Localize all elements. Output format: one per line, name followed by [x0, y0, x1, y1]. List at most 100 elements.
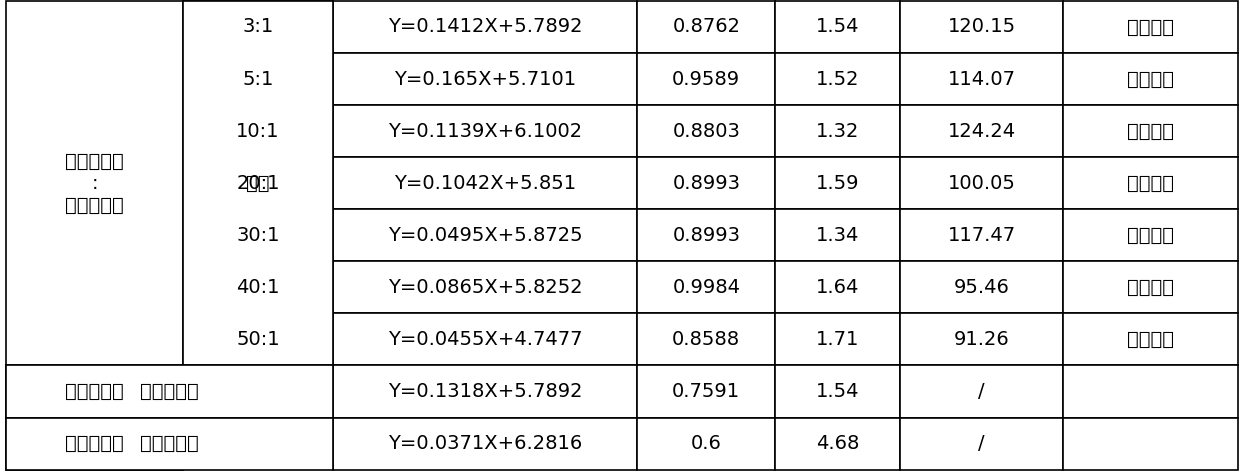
Text: 1.71: 1.71 — [816, 330, 859, 349]
Bar — [1063, 313, 1238, 365]
Bar — [184, 313, 332, 365]
Bar — [6, 418, 332, 470]
Text: Y=0.0455X+4.7477: Y=0.0455X+4.7477 — [388, 330, 582, 349]
Text: 20:1: 20:1 — [237, 174, 280, 193]
Bar — [637, 157, 775, 209]
Text: 3:1: 3:1 — [242, 17, 274, 36]
Bar — [637, 418, 775, 470]
Bar — [637, 261, 775, 313]
Text: 100.05: 100.05 — [947, 174, 1016, 193]
Bar — [900, 261, 1063, 313]
Bar — [775, 365, 900, 418]
Text: 1.54: 1.54 — [816, 17, 859, 36]
Text: 配比: 配比 — [247, 174, 270, 193]
Text: 0.8993: 0.8993 — [672, 174, 740, 193]
Bar — [1063, 365, 1238, 418]
Text: 相加作用: 相加作用 — [1127, 226, 1174, 245]
Text: 0.9589: 0.9589 — [672, 69, 740, 89]
Bar — [775, 1, 900, 53]
Text: Y=0.0865X+5.8252: Y=0.0865X+5.8252 — [388, 278, 583, 297]
Bar — [332, 418, 637, 470]
Text: 0.6: 0.6 — [691, 434, 722, 453]
Bar — [1063, 53, 1238, 105]
Bar — [184, 53, 332, 105]
Text: Y=0.1318X+5.7892: Y=0.1318X+5.7892 — [388, 382, 582, 401]
Text: 1.54: 1.54 — [816, 382, 859, 401]
Bar — [775, 209, 900, 261]
Text: 95.46: 95.46 — [954, 278, 1009, 297]
Text: 双丙环虫酯: 双丙环虫酯 — [140, 382, 198, 401]
Text: Y=0.0371X+6.2816: Y=0.0371X+6.2816 — [388, 434, 582, 453]
Bar — [637, 313, 775, 365]
Bar — [184, 1, 332, 53]
Bar — [900, 157, 1063, 209]
Bar — [332, 261, 637, 313]
Bar — [637, 209, 775, 261]
Text: /: / — [978, 382, 985, 401]
Text: Y=0.0495X+5.8725: Y=0.0495X+5.8725 — [388, 226, 583, 245]
Text: 0.8993: 0.8993 — [672, 226, 740, 245]
Text: 0.8588: 0.8588 — [672, 330, 740, 349]
Text: 三氟苯喧啄: 三氟苯喧啄 — [140, 434, 198, 453]
Bar — [184, 209, 332, 261]
Bar — [775, 157, 900, 209]
Text: 相加作用: 相加作用 — [1127, 330, 1174, 349]
Bar — [6, 1, 184, 365]
Bar — [775, 261, 900, 313]
Text: 40:1: 40:1 — [237, 278, 280, 297]
Text: Y=0.1042X+5.851: Y=0.1042X+5.851 — [394, 174, 575, 193]
Bar — [332, 209, 637, 261]
Bar — [900, 365, 1063, 418]
Bar — [6, 365, 184, 418]
Text: 50:1: 50:1 — [236, 330, 280, 349]
Text: 4.68: 4.68 — [816, 434, 859, 453]
Text: Y=0.1412X+5.7892: Y=0.1412X+5.7892 — [388, 17, 582, 36]
Bar — [637, 53, 775, 105]
Text: 120.15: 120.15 — [947, 17, 1016, 36]
Text: 三氟苯喧啄: 三氟苯喧啄 — [66, 434, 124, 453]
Bar — [900, 53, 1063, 105]
Bar — [1063, 157, 1238, 209]
Bar — [6, 418, 184, 470]
Text: 相加作用: 相加作用 — [1127, 278, 1174, 297]
Bar — [1063, 105, 1238, 157]
Bar — [900, 418, 1063, 470]
Bar — [900, 105, 1063, 157]
Bar — [184, 1, 332, 365]
Bar — [637, 1, 775, 53]
Text: 0.7591: 0.7591 — [672, 382, 740, 401]
Text: 双丙环虫酯: 双丙环虫酯 — [66, 382, 124, 401]
Text: 30:1: 30:1 — [237, 226, 280, 245]
Text: 0.8803: 0.8803 — [672, 122, 740, 141]
Text: 增效作用: 增效作用 — [1127, 122, 1174, 141]
Text: 1.59: 1.59 — [816, 174, 859, 193]
Text: 相加作用: 相加作用 — [1127, 174, 1174, 193]
Bar — [775, 105, 900, 157]
Text: 117.47: 117.47 — [947, 226, 1016, 245]
Text: 114.07: 114.07 — [947, 69, 1016, 89]
Bar — [1063, 261, 1238, 313]
Bar — [332, 365, 637, 418]
Bar — [332, 1, 637, 53]
Bar — [775, 418, 900, 470]
Text: 增效作用: 增效作用 — [1127, 69, 1174, 89]
Bar — [6, 365, 332, 418]
Bar — [332, 105, 637, 157]
Text: Y=0.165X+5.7101: Y=0.165X+5.7101 — [394, 69, 575, 89]
Text: 0.8762: 0.8762 — [672, 17, 740, 36]
Text: 1.32: 1.32 — [816, 122, 859, 141]
Bar — [1063, 1, 1238, 53]
Bar — [637, 105, 775, 157]
Bar — [1063, 418, 1238, 470]
Bar — [332, 157, 637, 209]
Bar — [184, 105, 332, 157]
Text: Y=0.1139X+6.1002: Y=0.1139X+6.1002 — [388, 122, 582, 141]
Bar — [332, 313, 637, 365]
Text: 1.34: 1.34 — [816, 226, 859, 245]
Bar — [900, 209, 1063, 261]
Text: /: / — [978, 434, 985, 453]
Bar — [332, 53, 637, 105]
Text: 增效作用: 增效作用 — [1127, 17, 1174, 36]
Bar — [1063, 209, 1238, 261]
Text: 0.9984: 0.9984 — [672, 278, 740, 297]
